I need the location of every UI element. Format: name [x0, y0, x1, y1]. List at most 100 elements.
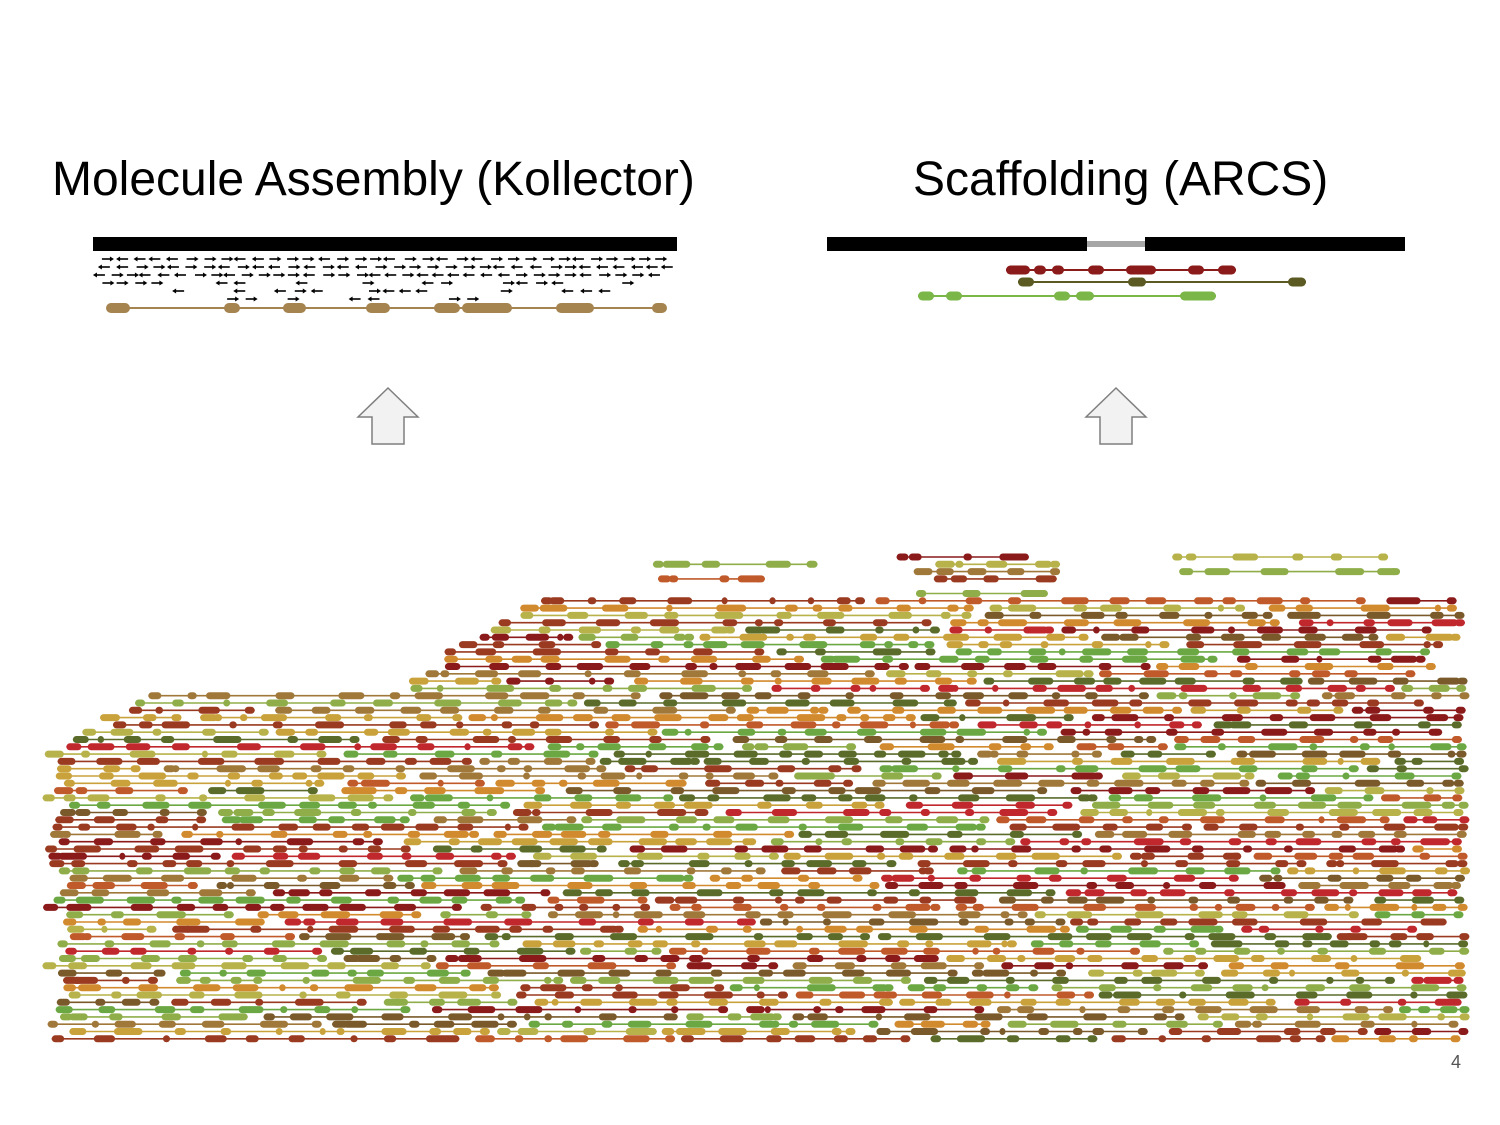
linked-molecule: [669, 903, 941, 911]
linked-molecule: [410, 794, 674, 802]
linked-molecule: [532, 852, 779, 860]
read-arrow-icon: [615, 272, 628, 278]
linked-molecule: [1098, 991, 1468, 999]
linked-molecule: [781, 867, 934, 875]
linked-molecule: [1351, 706, 1466, 714]
linked-molecule: [506, 677, 615, 685]
linked-molecule: [562, 889, 1056, 897]
linked-molecule: [949, 845, 1406, 853]
read-arrow-icon: [318, 256, 331, 262]
read-arrow-icon: [173, 272, 186, 278]
linked-molecule: [128, 706, 255, 714]
linked-molecule: [1060, 728, 1443, 736]
linked-molecule: [794, 772, 942, 780]
linked-molecule: [1174, 736, 1462, 743]
read-arrow-icon: [322, 264, 335, 270]
read-cluster: [1052, 265, 1064, 275]
read-arrow-icon: [561, 288, 574, 294]
linked-molecule: [923, 976, 1395, 984]
linked-molecule: [522, 940, 1017, 948]
linked-molecule: [1287, 611, 1465, 619]
read-arrow-icon: [660, 264, 673, 270]
read-arrow-icon: [356, 272, 369, 278]
linked-molecule: [1091, 714, 1464, 722]
linked-molecule: [872, 779, 1250, 787]
read-arrow-icon: [288, 264, 301, 270]
linked-molecule: [1120, 750, 1216, 758]
read-cluster: [366, 303, 390, 313]
linked-molecule: [57, 765, 141, 773]
read-arrow-icon: [204, 264, 217, 270]
read-arrow-icon: [97, 264, 110, 270]
read-arrow-icon: [194, 272, 207, 278]
linked-molecule: [1298, 619, 1465, 627]
linked-molecule: [444, 655, 804, 663]
linked-molecule: [759, 918, 1066, 926]
read-arrow-icon: [470, 256, 483, 262]
read-arrow-icon: [241, 272, 254, 278]
linked-molecule: [977, 721, 1202, 729]
read-arrow-icon: [612, 264, 625, 270]
read-arrow-icon: [323, 272, 336, 278]
linked-molecule: [1403, 816, 1470, 824]
read-arrow-icon: [302, 272, 315, 278]
read-arrow-icon: [151, 280, 164, 286]
linked-molecule: [57, 757, 472, 765]
linked-molecule: [403, 838, 757, 846]
linked-molecule: [580, 947, 662, 955]
read-arrow-icon: [462, 272, 475, 278]
linked-molecule: [69, 933, 295, 941]
linked-molecule: [534, 998, 893, 1006]
linked-molecule: [938, 684, 1395, 692]
linked-molecule: [520, 604, 974, 612]
read-arrow-icon: [135, 280, 148, 286]
linked-molecule: [915, 590, 1048, 597]
read-arrow-icon: [497, 272, 510, 278]
read-cluster: [462, 303, 512, 313]
linked-molecule: [1009, 823, 1192, 831]
linked-molecule: [68, 991, 502, 999]
linked-molecule: [444, 648, 765, 656]
linked-molecule: [63, 976, 158, 984]
linked-molecule: [1307, 677, 1468, 685]
linked-molecule: [798, 830, 1083, 838]
read-arrow-icon: [338, 272, 351, 278]
linked-molecule: [425, 670, 875, 678]
read-arrow-icon: [186, 256, 199, 262]
linked-molecule: [1051, 984, 1467, 992]
linked-molecule: [55, 816, 207, 824]
linked-molecule: [989, 604, 1245, 612]
linked-molecule: [1108, 794, 1374, 802]
linked-molecule: [59, 889, 256, 897]
read-arrow-icon: [404, 256, 417, 262]
read-cluster: [1128, 277, 1146, 287]
linked-molecule: [1088, 969, 1205, 977]
read-cluster: [556, 303, 594, 313]
linked-molecule: [1277, 772, 1462, 780]
linked-molecule: [51, 1035, 460, 1043]
read-arrow-icon: [138, 272, 151, 278]
linked-molecule: [1399, 1006, 1470, 1014]
linked-molecule: [479, 757, 596, 765]
up-arrow-icon: [1084, 386, 1148, 445]
linked-molecule: [629, 845, 938, 853]
linked-molecule: [1324, 787, 1465, 795]
linked-molecule: [542, 823, 986, 831]
read-cluster: [283, 303, 306, 313]
linked-molecule: [444, 663, 909, 670]
linked-molecule: [1210, 940, 1469, 948]
linked-molecule: [52, 823, 529, 831]
read-cluster: [224, 303, 240, 313]
linked-molecule: [583, 699, 957, 707]
linked-molecule: [659, 692, 1149, 700]
linked-molecule: [72, 736, 360, 743]
read-cluster: [1288, 277, 1306, 287]
linked-molecule: [493, 830, 795, 838]
linked-molecule: [896, 553, 1029, 561]
read-arrow-icon: [116, 264, 129, 270]
read-arrow-icon: [355, 256, 368, 262]
linked-molecule: [431, 1006, 729, 1014]
read-arrow-icon: [463, 264, 476, 270]
read-cluster: [1018, 277, 1034, 287]
read-arrow-icon: [548, 272, 561, 278]
